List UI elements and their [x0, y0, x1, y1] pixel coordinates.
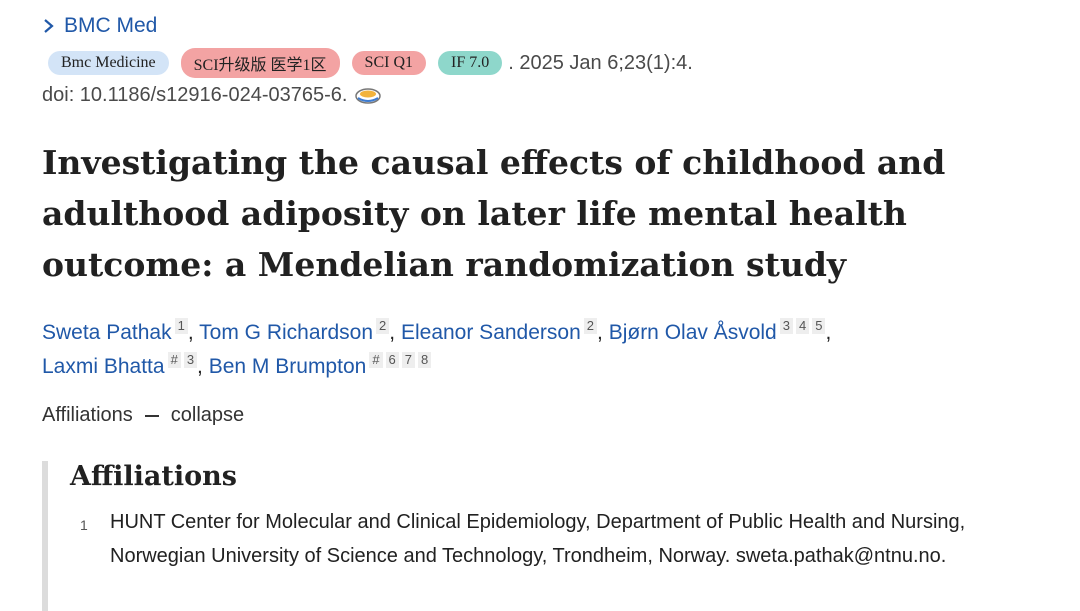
journal-link[interactable]: BMC Med — [42, 14, 157, 38]
author-separator: , — [825, 321, 832, 344]
chevron-icon — [44, 19, 54, 33]
author-affiliation-ref[interactable]: 2 — [376, 318, 390, 334]
author-affiliation-ref[interactable]: 3 — [183, 352, 198, 368]
author-separator: , — [389, 321, 396, 344]
author-affiliation-ref[interactable]: 3 — [779, 318, 793, 334]
badge: SCI升级版 医学1区 — [180, 48, 340, 78]
affiliations-toggle[interactable]: Affiliations collapse — [42, 404, 244, 427]
author-list: Sweta Pathak 1, Tom G Richardson 2, Eleano… — [42, 316, 942, 384]
toggle-label[interactable]: Affiliations — [42, 404, 133, 426]
affiliation-number: 1 — [80, 517, 88, 533]
toggle-action[interactable]: collapse — [170, 404, 245, 426]
author-name[interactable]: Ben M Brumpton — [208, 355, 367, 378]
journal-name[interactable]: BMC Med — [64, 14, 158, 37]
author-affiliation-ref[interactable]: 7 — [401, 352, 416, 368]
author-affiliation-ref[interactable]: 4 — [795, 318, 810, 334]
citation: . 2025 Jan 6;23(1):4. — [508, 51, 693, 74]
article-title: Investigating the causal effects of chil… — [42, 143, 946, 284]
doi[interactable]: doi: 10.1186/s12916-024-03765-6. — [42, 84, 348, 106]
author-name[interactable]: Sweta Pathak — [42, 321, 172, 344]
affiliation-text: HUNT Center for Molecular and Clinical E… — [110, 511, 966, 567]
author-name[interactable]: Tom G Richardson — [199, 321, 374, 344]
badge: SCI Q1 — [351, 51, 426, 75]
badge: Bmc Medicine — [48, 51, 169, 75]
author-affiliation-ref[interactable]: 1 — [174, 318, 188, 334]
author-affiliation-ref[interactable]: 2 — [583, 318, 597, 334]
author-separator: , — [187, 321, 194, 344]
author-name[interactable]: Laxmi Bhatta — [42, 355, 165, 378]
author-affiliation-ref[interactable]: 6 — [385, 352, 399, 368]
badge: IF 7.0 — [438, 51, 503, 75]
author-affiliation-ref[interactable]: # — [369, 352, 383, 368]
author-separator: , — [597, 321, 603, 344]
doi-row: doi: 10.1186/s12916-024-03765-6. — [42, 84, 383, 107]
author-separator: , — [197, 355, 203, 378]
author-affiliation-ref[interactable]: 5 — [812, 318, 826, 334]
author-name[interactable]: Bjørn Olav Åsvold — [608, 321, 777, 344]
collapse-icon — [144, 414, 159, 417]
author-name[interactable]: Eleanor Sanderson — [400, 321, 581, 344]
affiliation-item: 1 HUNT Center for Molecular and Clinical… — [80, 511, 990, 573]
doi-icon[interactable] — [353, 85, 383, 107]
author-affiliation-ref[interactable]: 8 — [418, 352, 432, 368]
affiliations-heading: Affiliations — [70, 461, 237, 492]
author-affiliation-ref[interactable]: # — [167, 352, 181, 368]
affiliations-panel: Affiliations 1 HUNT Center for Molecular… — [42, 461, 1048, 611]
meta-row: Bmc Medicine SCI升级版 医学1区 SCI Q1 IF 7.0 .… — [48, 48, 693, 78]
